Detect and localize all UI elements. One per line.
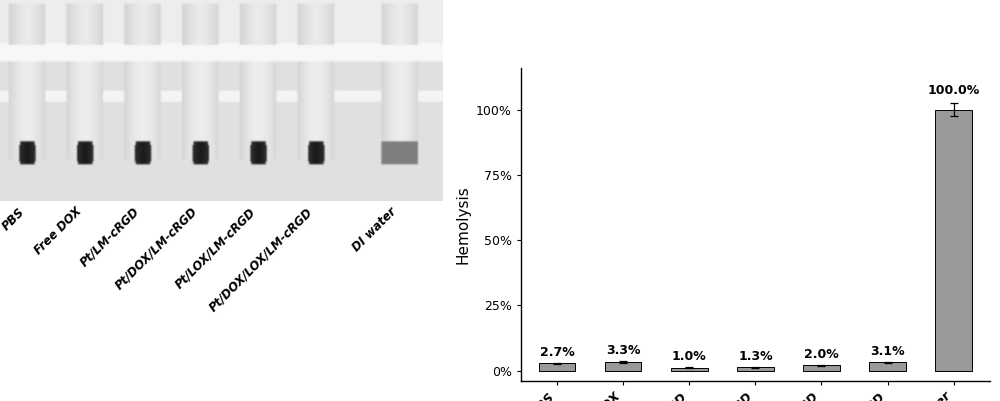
Text: 1.0%: 1.0% xyxy=(672,350,707,363)
Text: Pt/DOX/LM-cRGD: Pt/DOX/LM-cRGD xyxy=(113,205,200,292)
Bar xyxy=(671,368,708,371)
Text: Pt/DOX/LOX/LM-cRGD: Pt/DOX/LOX/LM-cRGD xyxy=(207,205,316,314)
Text: 2.0%: 2.0% xyxy=(804,348,839,360)
Text: DI water: DI water xyxy=(350,205,399,254)
Text: 3.1%: 3.1% xyxy=(870,345,905,358)
Bar xyxy=(539,363,575,371)
Text: 2.7%: 2.7% xyxy=(540,346,575,359)
Text: 1.3%: 1.3% xyxy=(738,350,773,363)
Text: Free DOX: Free DOX xyxy=(32,205,85,257)
Y-axis label: Hemolysis: Hemolysis xyxy=(455,185,470,264)
Bar xyxy=(935,110,972,371)
Bar xyxy=(737,367,774,371)
Text: PBS: PBS xyxy=(0,205,27,233)
Text: Pt/LOX/LM-cRGD: Pt/LOX/LM-cRGD xyxy=(172,205,258,291)
Bar xyxy=(869,363,906,371)
Bar xyxy=(803,365,840,371)
Bar xyxy=(605,362,641,371)
Text: 100.0%: 100.0% xyxy=(928,84,980,97)
Text: Pt/LM-cRGD: Pt/LM-cRGD xyxy=(78,205,142,269)
Text: 3.3%: 3.3% xyxy=(606,344,641,357)
